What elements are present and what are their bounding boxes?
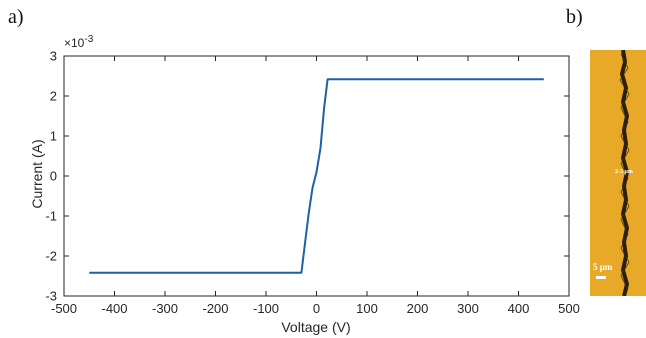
x-tick-label: 0 [313,301,320,316]
y-tick-label: -3 [45,289,57,304]
x-tick-label: -500 [51,301,77,316]
micrograph-image: 2-3 μm 5 μm [590,50,646,296]
y-axis-title: Current (A) [29,139,45,208]
y-axis-exponent: ×10-3 [64,34,94,50]
x-tick-label: -300 [152,301,178,316]
scale-bar [596,276,606,279]
chart-ticks: -500 -400 -300 -200 -100 0 100 200 300 400 500 -3 -2… [45,49,579,317]
x-tick-label: -400 [101,301,127,316]
iv-curve-line [89,78,544,274]
y-tick-label: -2 [45,249,57,264]
panel-label-a: a) [8,6,24,28]
x-tick-label: 100 [356,301,378,316]
line-width-annotation: 2-3 μm [615,169,633,175]
y-tick-label: -1 [45,209,57,224]
x-tick-label: 500 [558,301,580,316]
y-tick-label: 0 [50,169,57,184]
x-tick-label: -200 [202,301,228,316]
x-tick-label: 300 [457,301,479,316]
y-axis-exponent-power: -3 [84,34,93,45]
y-tick-label: 3 [50,49,57,64]
chart-series [89,78,544,274]
x-tick-label: 400 [508,301,530,316]
x-axis-title: Voltage (V) [281,319,350,335]
x-tick-label: -100 [253,301,279,316]
y-tick-label: 2 [50,89,57,104]
x-tick-label: 200 [407,301,429,316]
y-tick-label: 1 [50,129,57,144]
micrograph-background [590,50,646,296]
conductive-line-halo [619,53,630,291]
y-axis-exponent-base: ×10 [64,36,85,50]
scale-bar-label: 5 μm [593,262,613,272]
panel-label-b: b) [566,6,583,28]
